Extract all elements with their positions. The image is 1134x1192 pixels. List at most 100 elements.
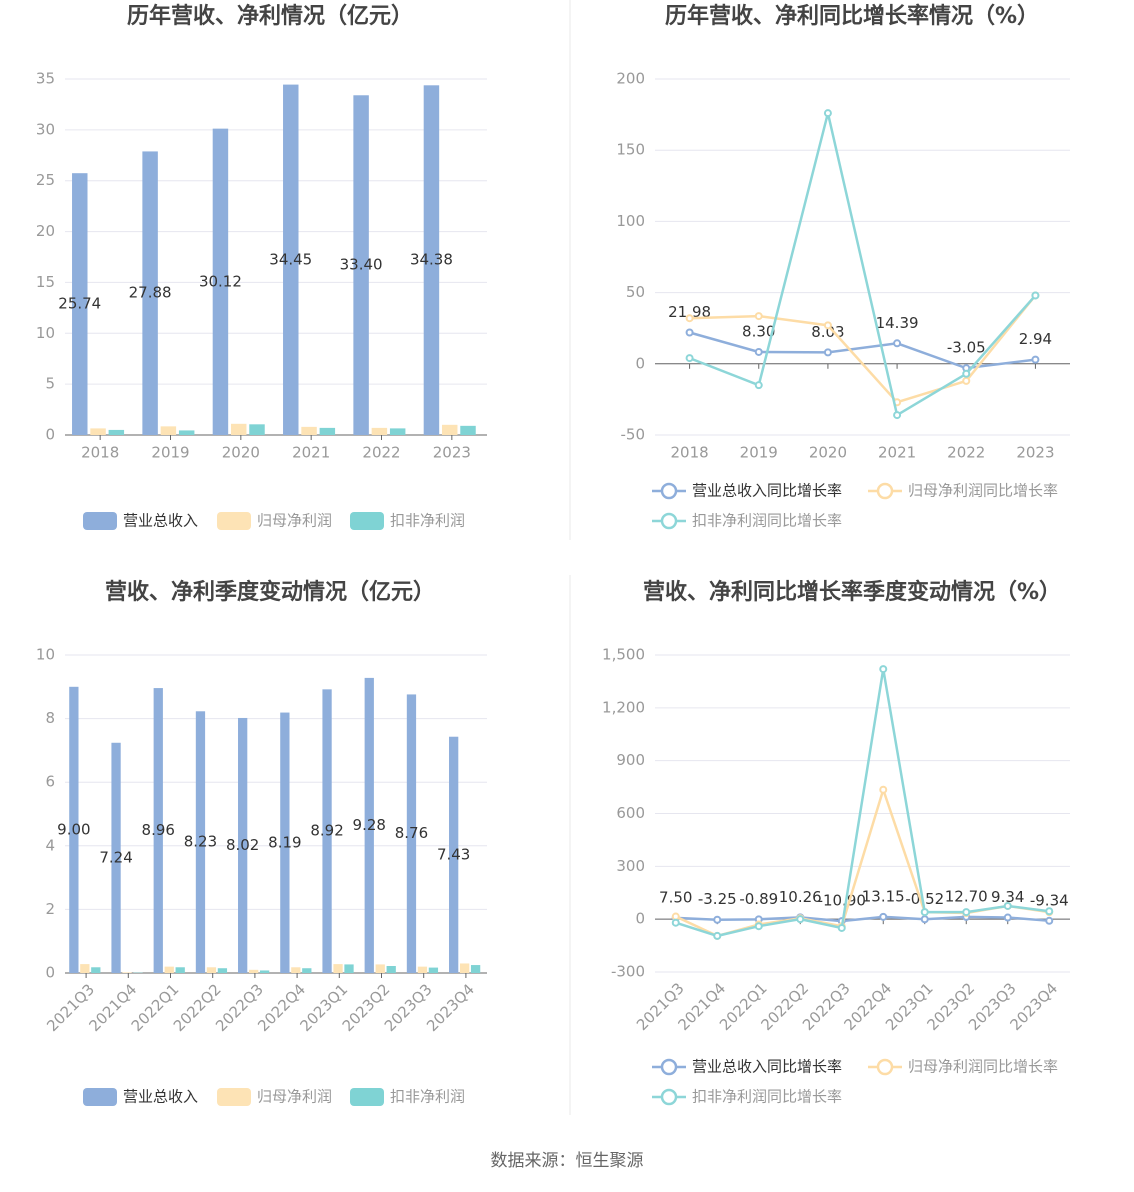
- x-tick-label: 2023Q4: [423, 980, 478, 1035]
- legend-swatch: [83, 512, 117, 530]
- y-tick-label: 25: [36, 171, 55, 189]
- data-label: 33.40: [340, 256, 383, 274]
- y-tick-label: -300: [611, 963, 645, 981]
- bar: [80, 964, 89, 973]
- point: [1046, 908, 1052, 914]
- y-tick-label: 4: [45, 836, 55, 854]
- legend-label: 扣非净利润: [390, 1088, 465, 1106]
- data-label: 8.19: [268, 833, 301, 851]
- legend-swatch: [217, 512, 251, 530]
- x-tick-label: 2023: [1016, 444, 1054, 462]
- data-label: 13.15: [862, 887, 905, 905]
- bar: [429, 968, 438, 973]
- bar: [344, 964, 353, 973]
- line: [676, 790, 1050, 936]
- x-tick-label: 2018: [670, 444, 708, 462]
- data-label: 27.88: [129, 284, 172, 302]
- y-tick-label: 0: [635, 354, 645, 372]
- point: [825, 349, 831, 355]
- x-tick-label: 2022: [362, 444, 400, 462]
- point: [797, 916, 803, 922]
- y-tick-label: 1,500: [602, 646, 645, 664]
- data-label: 8.23: [184, 833, 217, 851]
- y-tick-label: -50: [621, 426, 646, 444]
- point: [922, 909, 928, 915]
- data-label: -10.90: [818, 892, 866, 910]
- bar: [301, 427, 316, 435]
- legend-label: 营业总收入同比增长率: [692, 482, 842, 500]
- bar: [231, 424, 246, 435]
- point: [673, 914, 679, 920]
- data-label: 8.92: [310, 822, 343, 840]
- bar: [376, 964, 385, 973]
- data-label: 30.12: [199, 272, 242, 290]
- data-label: 12.70: [945, 887, 988, 905]
- point: [714, 933, 720, 939]
- y-tick-label: 900: [616, 751, 645, 769]
- data-label: -3.05: [947, 339, 986, 357]
- legend-marker: [662, 1060, 676, 1074]
- point: [714, 917, 720, 923]
- point: [756, 349, 762, 355]
- data-label: 9.00: [57, 820, 90, 838]
- bar: [176, 967, 185, 973]
- bar: [207, 967, 216, 973]
- legend-label: 营业总收入: [123, 512, 198, 530]
- y-tick-label: 600: [616, 804, 645, 822]
- point: [880, 914, 886, 920]
- legend-marker: [662, 514, 676, 528]
- legend-label: 归母净利润同比增长率: [908, 482, 1058, 500]
- y-tick-label: 300: [616, 857, 645, 875]
- bar: [90, 428, 105, 435]
- point: [687, 355, 693, 361]
- legend-marker: [662, 484, 676, 498]
- legend-swatch: [350, 512, 384, 530]
- data-label: 8.96: [142, 821, 175, 839]
- y-tick-label: 30: [36, 120, 55, 138]
- bar: [91, 967, 100, 973]
- data-label: -0.89: [739, 890, 778, 908]
- legend-label: 扣非净利润同比增长率: [692, 1088, 842, 1106]
- legend-swatch: [83, 1088, 117, 1106]
- x-tick-label: 2019: [151, 444, 189, 462]
- y-tick-label: 2: [45, 900, 55, 918]
- bar: [390, 428, 405, 435]
- y-tick-label: 35: [36, 70, 55, 88]
- legend-marker: [662, 1090, 676, 1104]
- point: [880, 787, 886, 793]
- point: [756, 382, 762, 388]
- point: [756, 313, 762, 319]
- y-tick-label: 1,200: [602, 698, 645, 716]
- x-tick-label: 2021: [292, 444, 330, 462]
- bar: [179, 430, 194, 435]
- x-tick-label: 2019: [740, 444, 778, 462]
- bar: [387, 966, 396, 973]
- point: [1046, 918, 1052, 924]
- point: [1032, 357, 1038, 363]
- point: [756, 923, 762, 929]
- x-tick-label: 2020: [809, 444, 847, 462]
- legend-marker: [878, 1060, 892, 1074]
- chart-title: 历年营收、净利同比增长率情况（%）: [665, 3, 1039, 29]
- chart-title: 营收、净利同比增长率季度变动情况（%）: [643, 579, 1061, 605]
- point: [963, 909, 969, 915]
- legend-label: 扣非净利润: [390, 512, 465, 530]
- source: 数据来源：恒生聚源: [491, 1151, 644, 1171]
- y-tick-label: 6: [45, 773, 55, 791]
- legend-label: 归母净利润: [257, 512, 332, 530]
- data-label: 14.39: [876, 314, 919, 332]
- bar: [471, 965, 480, 973]
- point: [894, 412, 900, 418]
- bar: [218, 968, 227, 973]
- point: [894, 340, 900, 346]
- point: [825, 110, 831, 116]
- point: [1032, 292, 1038, 298]
- bar: [320, 428, 335, 435]
- data-label: 8.02: [226, 836, 259, 854]
- legend-label: 扣非净利润同比增长率: [692, 512, 842, 530]
- point: [1005, 903, 1011, 909]
- point: [1005, 915, 1011, 921]
- y-tick-label: 0: [635, 910, 645, 928]
- bar: [333, 964, 342, 973]
